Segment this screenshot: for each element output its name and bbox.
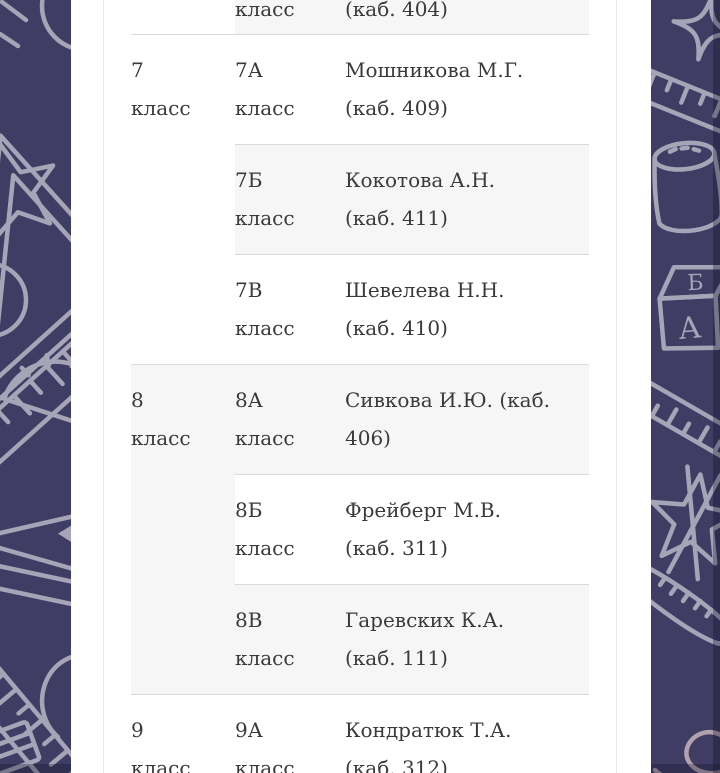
teacher-cell: Кондратюк Т.А. (каб. 312) [345,694,589,773]
table-row: 8 класс 8А класс Сивкова И.Ю. (каб. 406) [131,364,589,695]
table-row: 9 класс 9А класс Кондратюк Т.А. (каб. 31… [131,694,589,773]
right-edge-shade [713,0,720,773]
class-group-cell [131,0,235,35]
teacher-cell: Фрейберг М.В. (каб. 311) [345,474,589,585]
content-column: класс (каб. 404) 7 класс 7А класс Мошник… [103,0,617,773]
star-icon [0,141,56,241]
teacher-cell: (каб. 404) [345,0,589,35]
scribble-icon [0,0,29,49]
cylinder-icon [652,140,720,234]
class-cell: 7В класс [235,254,345,365]
teacher-cell: Мошникова М.Г. (каб. 409) [345,34,589,145]
class-cell: 9А класс [235,694,345,773]
flourish-icon [652,730,720,773]
teacher-cell: Кокотова А.Н. (каб. 411) [345,144,589,255]
class-cell: 8А класс [235,364,345,475]
class-teachers-table: класс (каб. 404) 7 класс 7А класс Мошник… [131,0,589,773]
cube-letter-top: Б [687,271,704,297]
teacher-cell: Гаревских К.А. (каб. 111) [345,584,589,695]
class-cell: 7Б класс [235,144,345,255]
letter-cube-icon: Б А [657,265,720,351]
teacher-cell: Сивкова И.Ю. (каб. 406) [345,364,589,475]
table-row: 7В класс Шевелева Н.Н. (каб. 410) [131,254,589,365]
teacher-cell: Шевелева Н.Н. (каб. 410) [345,254,589,365]
class-group-cell: 7 класс [131,34,235,365]
class-group-cell: 9 класс [131,694,235,773]
class-cell: 8В класс [235,584,345,695]
class-group-cell: 8 класс [131,364,235,695]
class-cell: класс [235,0,345,35]
cube-letter-front: А [677,310,703,347]
table-row: 7 класс 7А класс Мошникова М.Г. (каб. 40… [131,34,589,365]
circle-icon [0,263,29,337]
table-row: 8Б класс Фрейберг М.В. (каб. 311) [131,474,589,585]
sparkle-icon [671,0,720,62]
table-row-partial: класс (каб. 404) [131,0,589,35]
table-row: 8В класс Гаревских К.А. (каб. 111) [131,584,589,695]
star-compass-icon [649,464,720,582]
class-cell: 7А класс [235,34,345,145]
content-panel: класс (каб. 404) 7 класс 7А класс Мошник… [71,0,651,773]
notebook-icon [0,720,42,773]
class-cell: 8Б класс [235,474,345,585]
